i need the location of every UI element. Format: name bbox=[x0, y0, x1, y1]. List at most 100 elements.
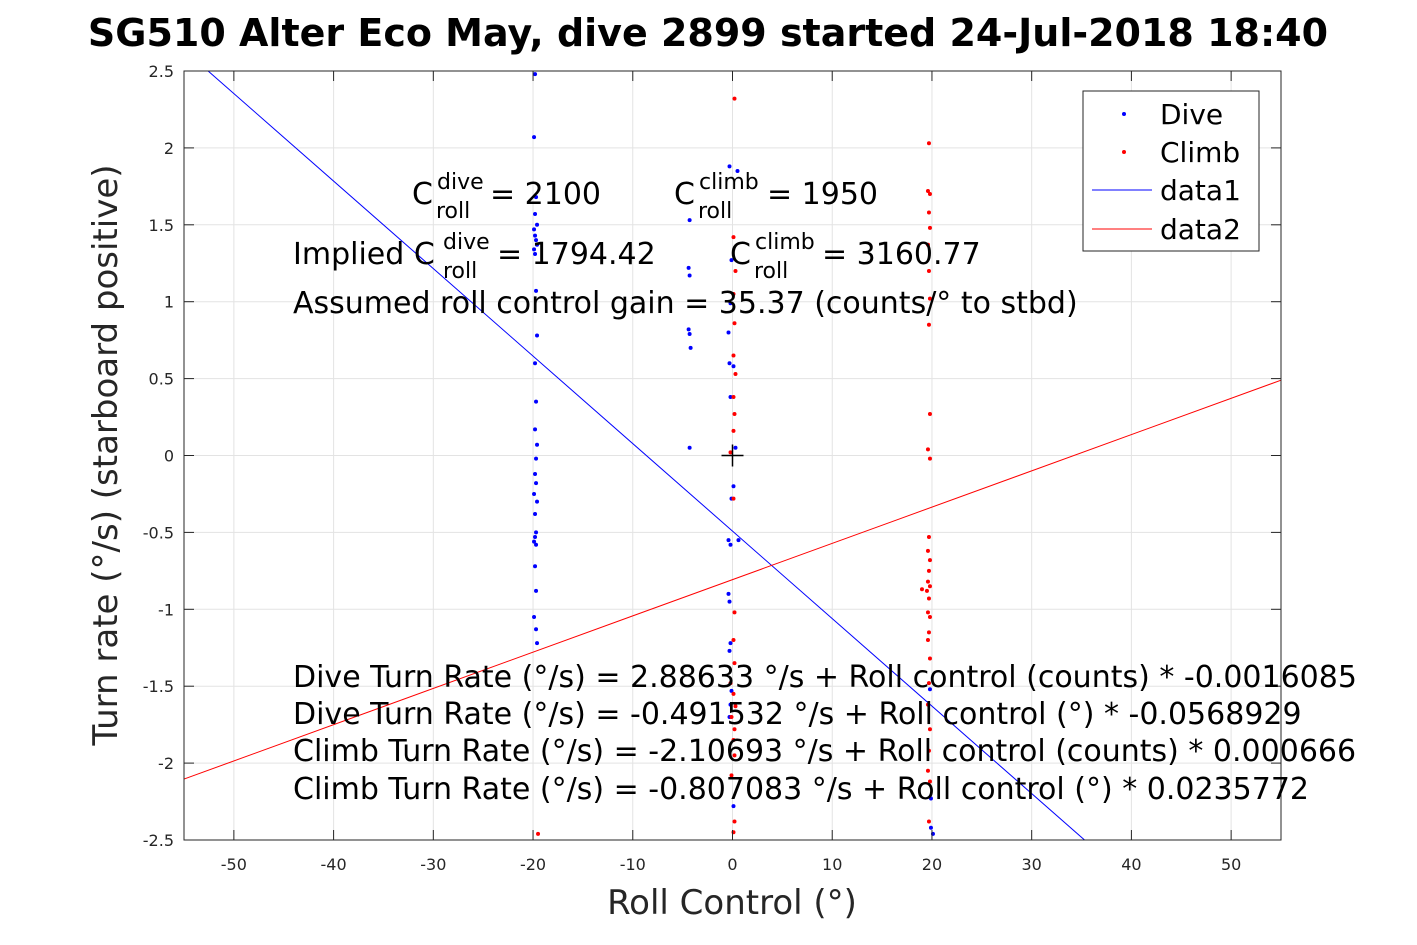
climb-point bbox=[731, 738, 736, 743]
c-climb-sup: climb bbox=[699, 170, 759, 195]
c-dive-base: C bbox=[412, 177, 433, 212]
y-tick-label: 1 bbox=[164, 293, 174, 312]
dive-point bbox=[533, 564, 538, 569]
climb-point bbox=[925, 610, 930, 615]
dive-point bbox=[534, 399, 539, 404]
climb-point bbox=[919, 587, 924, 592]
climb-point bbox=[926, 681, 931, 686]
dive-point bbox=[731, 364, 736, 369]
climb-point bbox=[731, 353, 736, 358]
dive-point bbox=[688, 345, 693, 350]
climb-point bbox=[927, 614, 932, 619]
dive-point bbox=[533, 535, 538, 540]
dive-point bbox=[533, 361, 538, 366]
x-axis-label: Roll Control (°) bbox=[607, 883, 857, 923]
dive-point bbox=[532, 614, 537, 619]
dive-point bbox=[532, 227, 537, 232]
climb-point bbox=[926, 568, 931, 573]
dive-point bbox=[533, 511, 538, 516]
annotation-c-climb: C climb roll = 1950 bbox=[674, 170, 878, 224]
climb-point bbox=[731, 428, 736, 433]
climb-point bbox=[731, 638, 736, 643]
y-tick-label: -1.5 bbox=[143, 677, 174, 696]
dive-point bbox=[726, 538, 731, 543]
climb-point bbox=[536, 831, 541, 836]
legend-box bbox=[1082, 90, 1260, 252]
dive-point bbox=[533, 252, 538, 257]
annotation-eq4: Climb Turn Rate (°/s) = -0.807083 °/s + … bbox=[293, 772, 1309, 807]
climb-point bbox=[733, 268, 738, 273]
climb-point bbox=[733, 704, 738, 709]
climb-point bbox=[733, 371, 738, 376]
dive-point bbox=[534, 627, 539, 632]
dive-point bbox=[534, 238, 539, 243]
climb-point bbox=[926, 322, 931, 327]
y-tick-label: 0.5 bbox=[149, 370, 174, 389]
legend-climb-label: Climb bbox=[1160, 136, 1240, 169]
climb-point bbox=[926, 596, 931, 601]
climb-point bbox=[731, 292, 736, 297]
dive-point bbox=[729, 258, 734, 263]
dive-point bbox=[687, 331, 692, 336]
dive-point bbox=[687, 273, 692, 278]
legend-climb-marker bbox=[1122, 150, 1126, 154]
y-tick-label: 2.5 bbox=[149, 62, 174, 81]
climb-point bbox=[927, 192, 932, 197]
climb-point bbox=[732, 610, 737, 615]
annotation-implied-climb: C climb roll = 3160.77 bbox=[730, 230, 981, 284]
dive-point bbox=[534, 456, 539, 461]
dive-point bbox=[686, 327, 691, 332]
climb-point bbox=[732, 96, 737, 101]
legend-dive-label: Dive bbox=[1160, 98, 1223, 131]
dive-point bbox=[686, 265, 691, 270]
dive-point bbox=[535, 442, 540, 447]
legend-data1-label: data1 bbox=[1160, 174, 1241, 207]
dive-point bbox=[535, 222, 540, 227]
dive-point bbox=[533, 427, 538, 432]
x-tick-label: -40 bbox=[321, 855, 347, 874]
climb-point bbox=[927, 656, 932, 661]
climb-point bbox=[732, 411, 737, 416]
dive-point bbox=[533, 212, 538, 217]
climb-point bbox=[927, 584, 932, 589]
climb-point bbox=[926, 141, 931, 146]
dive-point bbox=[736, 538, 741, 543]
climb-point bbox=[924, 588, 929, 593]
climb-point bbox=[926, 819, 931, 824]
c-climb-base: C bbox=[674, 177, 695, 212]
c-climb-value: = 1950 bbox=[767, 177, 878, 212]
dive-point bbox=[534, 530, 539, 535]
dive-point bbox=[533, 72, 538, 77]
climb-point bbox=[729, 773, 734, 778]
c-dive-value: = 2100 bbox=[490, 177, 601, 212]
dive-point bbox=[728, 641, 733, 646]
y-tick-label: 0 bbox=[164, 447, 174, 466]
dive-point bbox=[727, 599, 732, 604]
origin-marker bbox=[721, 444, 744, 467]
climb-point bbox=[927, 558, 932, 563]
climb-point bbox=[728, 450, 733, 455]
implied-dive-prefix: Implied C bbox=[293, 237, 435, 272]
climb-point bbox=[927, 456, 932, 461]
implied-climb-sub: roll bbox=[754, 259, 788, 284]
implied-climb-sup: climb bbox=[755, 230, 815, 255]
dive-point bbox=[728, 301, 733, 306]
y-tick-label: -1 bbox=[158, 600, 174, 619]
c-climb-sub: roll bbox=[698, 199, 732, 224]
dive-point bbox=[733, 445, 738, 450]
climb-point bbox=[925, 188, 930, 193]
dive-point bbox=[735, 168, 740, 173]
legend: Dive Climb data1 data2 bbox=[1082, 90, 1260, 252]
climb-point bbox=[927, 296, 932, 301]
x-tick-label: 50 bbox=[1221, 855, 1241, 874]
fit-line-data1 bbox=[207, 70, 1085, 841]
ticks: -50 -40 -30 -20 -10 0 10 20 30 40 50-2.5-2-1.5-1-0… bbox=[143, 62, 1281, 874]
climb-point bbox=[925, 548, 930, 553]
dive-point bbox=[728, 542, 733, 547]
y-tick-label: -2.5 bbox=[143, 831, 174, 850]
annotation-eq2: Dive Turn Rate (°/s) = -0.491532 °/s + R… bbox=[293, 697, 1302, 732]
dive-point bbox=[534, 288, 539, 293]
x-tick-label: 20 bbox=[922, 855, 942, 874]
y-tick-label: -2 bbox=[158, 754, 174, 773]
